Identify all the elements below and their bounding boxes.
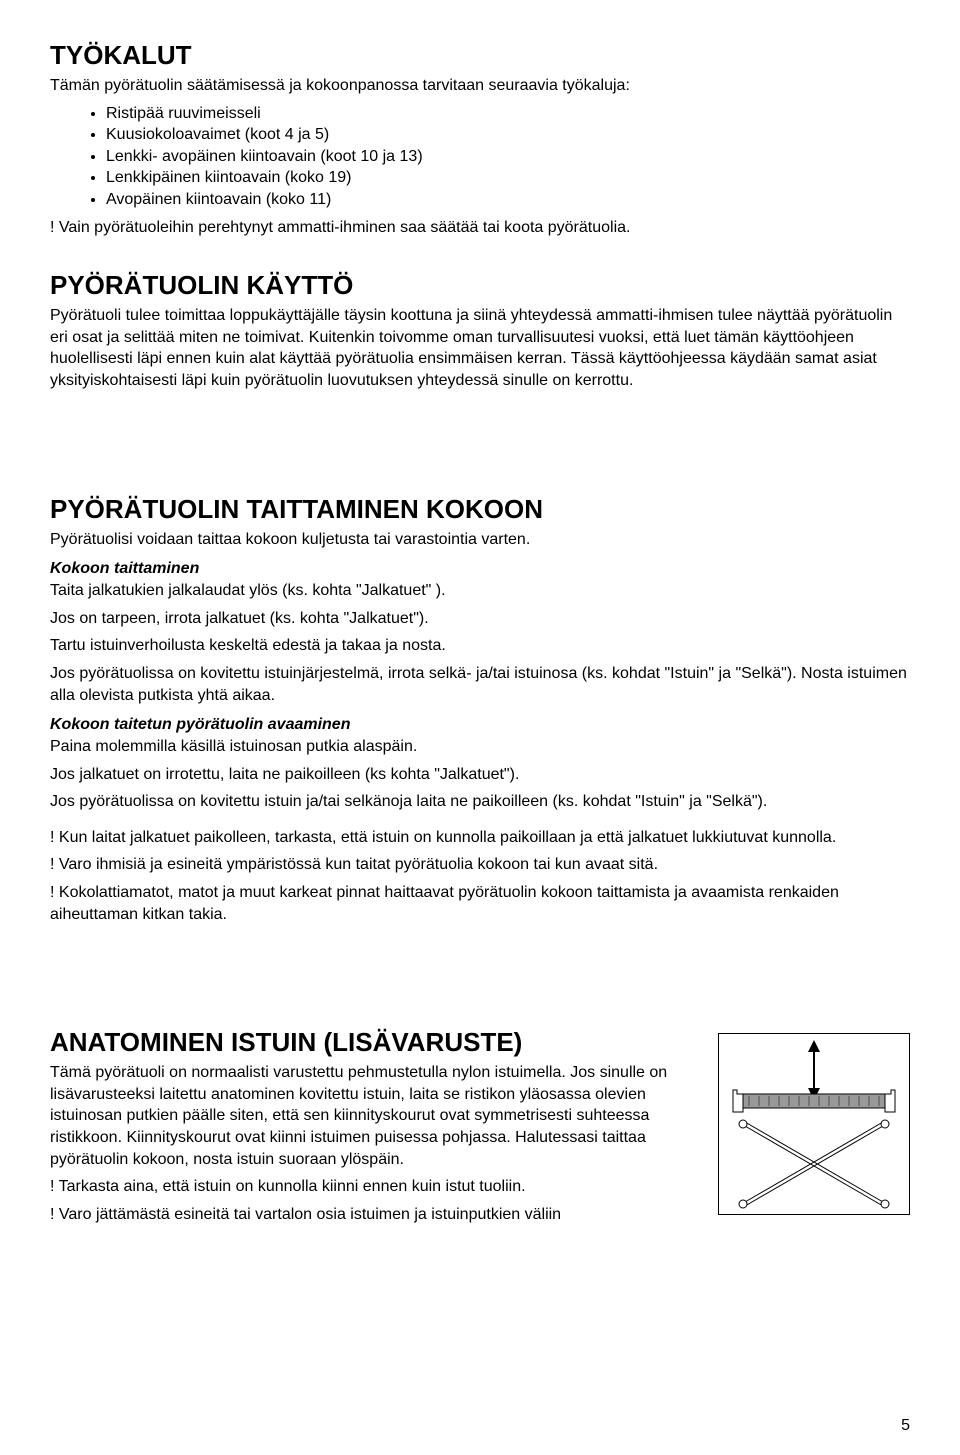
folding-heading: PYÖRÄTUOLIN TAITTAMINEN KOKOON: [50, 494, 910, 525]
folding-sub1-p3: Tartu istuinverhoilusta keskeltä edestä …: [50, 635, 910, 657]
folding-sub1-p4: Jos pyörätuolissa on kovitettu istuinjär…: [50, 663, 910, 706]
folding-intro: Pyörätuolisi voidaan taittaa kokoon kulj…: [50, 529, 910, 551]
folding-sub2-title: Kokoon taitetun pyörätuolin avaaminen: [50, 716, 910, 734]
list-item: Ristipää ruuvimeisseli: [106, 103, 910, 125]
seat-diagram-svg: [719, 1034, 909, 1214]
list-item: Lenkkipäinen kiintoavain (koko 19): [106, 167, 910, 189]
folding-warn3: ! Kokolattiamatot, matot ja muut karkeat…: [50, 882, 910, 925]
document-page: TYÖKALUT Tämän pyörätuolin säätämisessä …: [0, 0, 960, 1455]
tools-list: Ristipää ruuvimeisseli Kuusiokoloavaimet…: [50, 103, 910, 211]
spacer: [50, 819, 910, 827]
folding-sub1-p2: Jos on tarpeen, irrota jalkatuet (ks. ko…: [50, 608, 910, 630]
tools-heading: TYÖKALUT: [50, 40, 910, 71]
seat-diagram: [718, 1033, 910, 1215]
list-item: Kuusiokoloavaimet (koot 4 ja 5): [106, 124, 910, 146]
spacer: [50, 931, 910, 1027]
anatom-block: ANATOMINEN ISTUIN (LISÄVARUSTE) Tämä pyö…: [50, 1027, 910, 1231]
usage-heading: PYÖRÄTUOLIN KÄYTTÖ: [50, 270, 910, 301]
spacer: [50, 244, 910, 270]
folding-sub2-p2: Jos jalkatuet on irrotettu, laita ne pai…: [50, 764, 910, 786]
folding-sub2-p3: Jos pyörätuolissa on kovitettu istuin ja…: [50, 791, 910, 813]
folding-warn2: ! Varo ihmisiä ja esineitä ympäristössä …: [50, 854, 910, 876]
list-item: Lenkki- avopäinen kiintoavain (koot 10 j…: [106, 146, 910, 168]
usage-body: Pyörätuoli tulee toimittaa loppukäyttäjä…: [50, 305, 910, 391]
tools-intro: Tämän pyörätuolin säätämisessä ja kokoon…: [50, 75, 910, 97]
folding-warn1: ! Kun laitat jalkatuet paikolleen, tarka…: [50, 827, 910, 849]
tools-note: ! Vain pyörätuoleihin perehtynyt ammatti…: [50, 217, 910, 239]
spacer: [50, 398, 910, 494]
folding-sub1-p1: Taita jalkatukien jalkalaudat ylös (ks. …: [50, 580, 910, 602]
folding-sub1-title: Kokoon taittaminen: [50, 560, 910, 578]
folding-sub2-p1: Paina molemmilla käsillä istuinosan putk…: [50, 736, 910, 758]
page-number: 5: [901, 1417, 910, 1435]
list-item: Avopäinen kiintoavain (koko 11): [106, 189, 910, 211]
